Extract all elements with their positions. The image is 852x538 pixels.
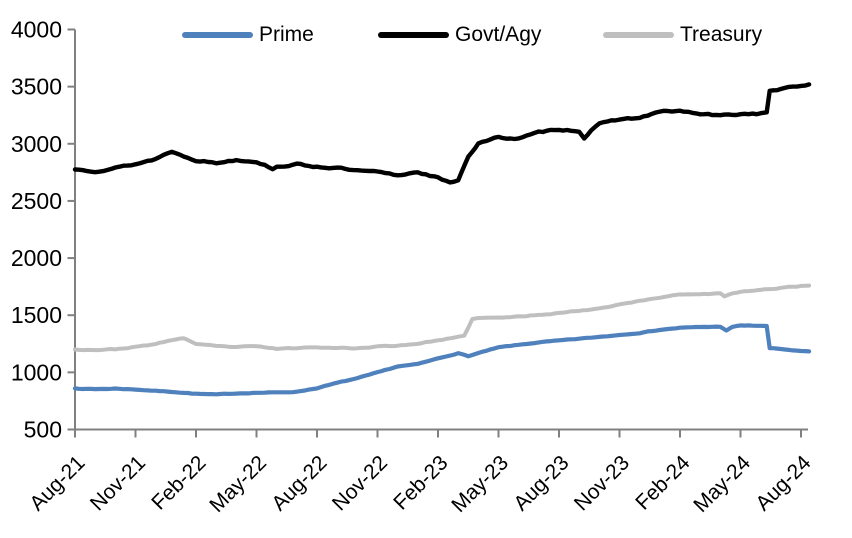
x-tick-label: Nov-21 [86, 451, 150, 515]
x-tick-label: Aug-24 [751, 451, 815, 515]
govt-agy-legend-label: Govt/Agy [455, 23, 542, 46]
treasury-legend-label: Treasury [680, 23, 763, 46]
treasury-legend-swatch [603, 32, 674, 38]
legend-item-govt-agy: Govt/Agy [378, 20, 541, 50]
y-tick-label: 3000 [11, 131, 62, 157]
treasury-line [73, 283, 812, 353]
x-tick-label: Aug-21 [25, 451, 89, 515]
x-tick-label: Feb-24 [631, 451, 695, 515]
x-tick-label: Aug-22 [267, 451, 331, 515]
x-tick-label: May-24 [689, 451, 755, 517]
y-tick-label: 3500 [11, 74, 62, 100]
y-tick-label: 500 [24, 417, 62, 443]
prime-legend-swatch [182, 32, 253, 38]
x-tick-label: Feb-23 [389, 451, 452, 514]
x-tick-label: Aug-23 [509, 451, 573, 515]
chart-legend: Prime Govt/Agy Treasury [0, 20, 852, 50]
govt-agy-legend-swatch [378, 32, 449, 38]
govt-agy-line [72, 82, 812, 185]
y-tick-label: 4000 [11, 17, 62, 43]
y-tick-label: 2000 [11, 245, 62, 271]
x-tick-label: May-23 [447, 451, 513, 517]
prime-legend-label: Prime [259, 23, 314, 46]
y-tick-label: 1000 [11, 359, 62, 385]
x-tick-label: Nov-22 [328, 451, 392, 515]
prime-line [72, 323, 812, 397]
x-tick-label: Nov-23 [570, 451, 634, 515]
x-tick-label: May-22 [205, 451, 271, 517]
y-tick-label: 1500 [11, 302, 62, 328]
x-tick-label: Feb-22 [147, 451, 210, 514]
legend-item-prime: Prime [182, 20, 314, 50]
y-tick-label: 2500 [11, 188, 62, 214]
legend-item-treasury: Treasury [603, 20, 762, 50]
